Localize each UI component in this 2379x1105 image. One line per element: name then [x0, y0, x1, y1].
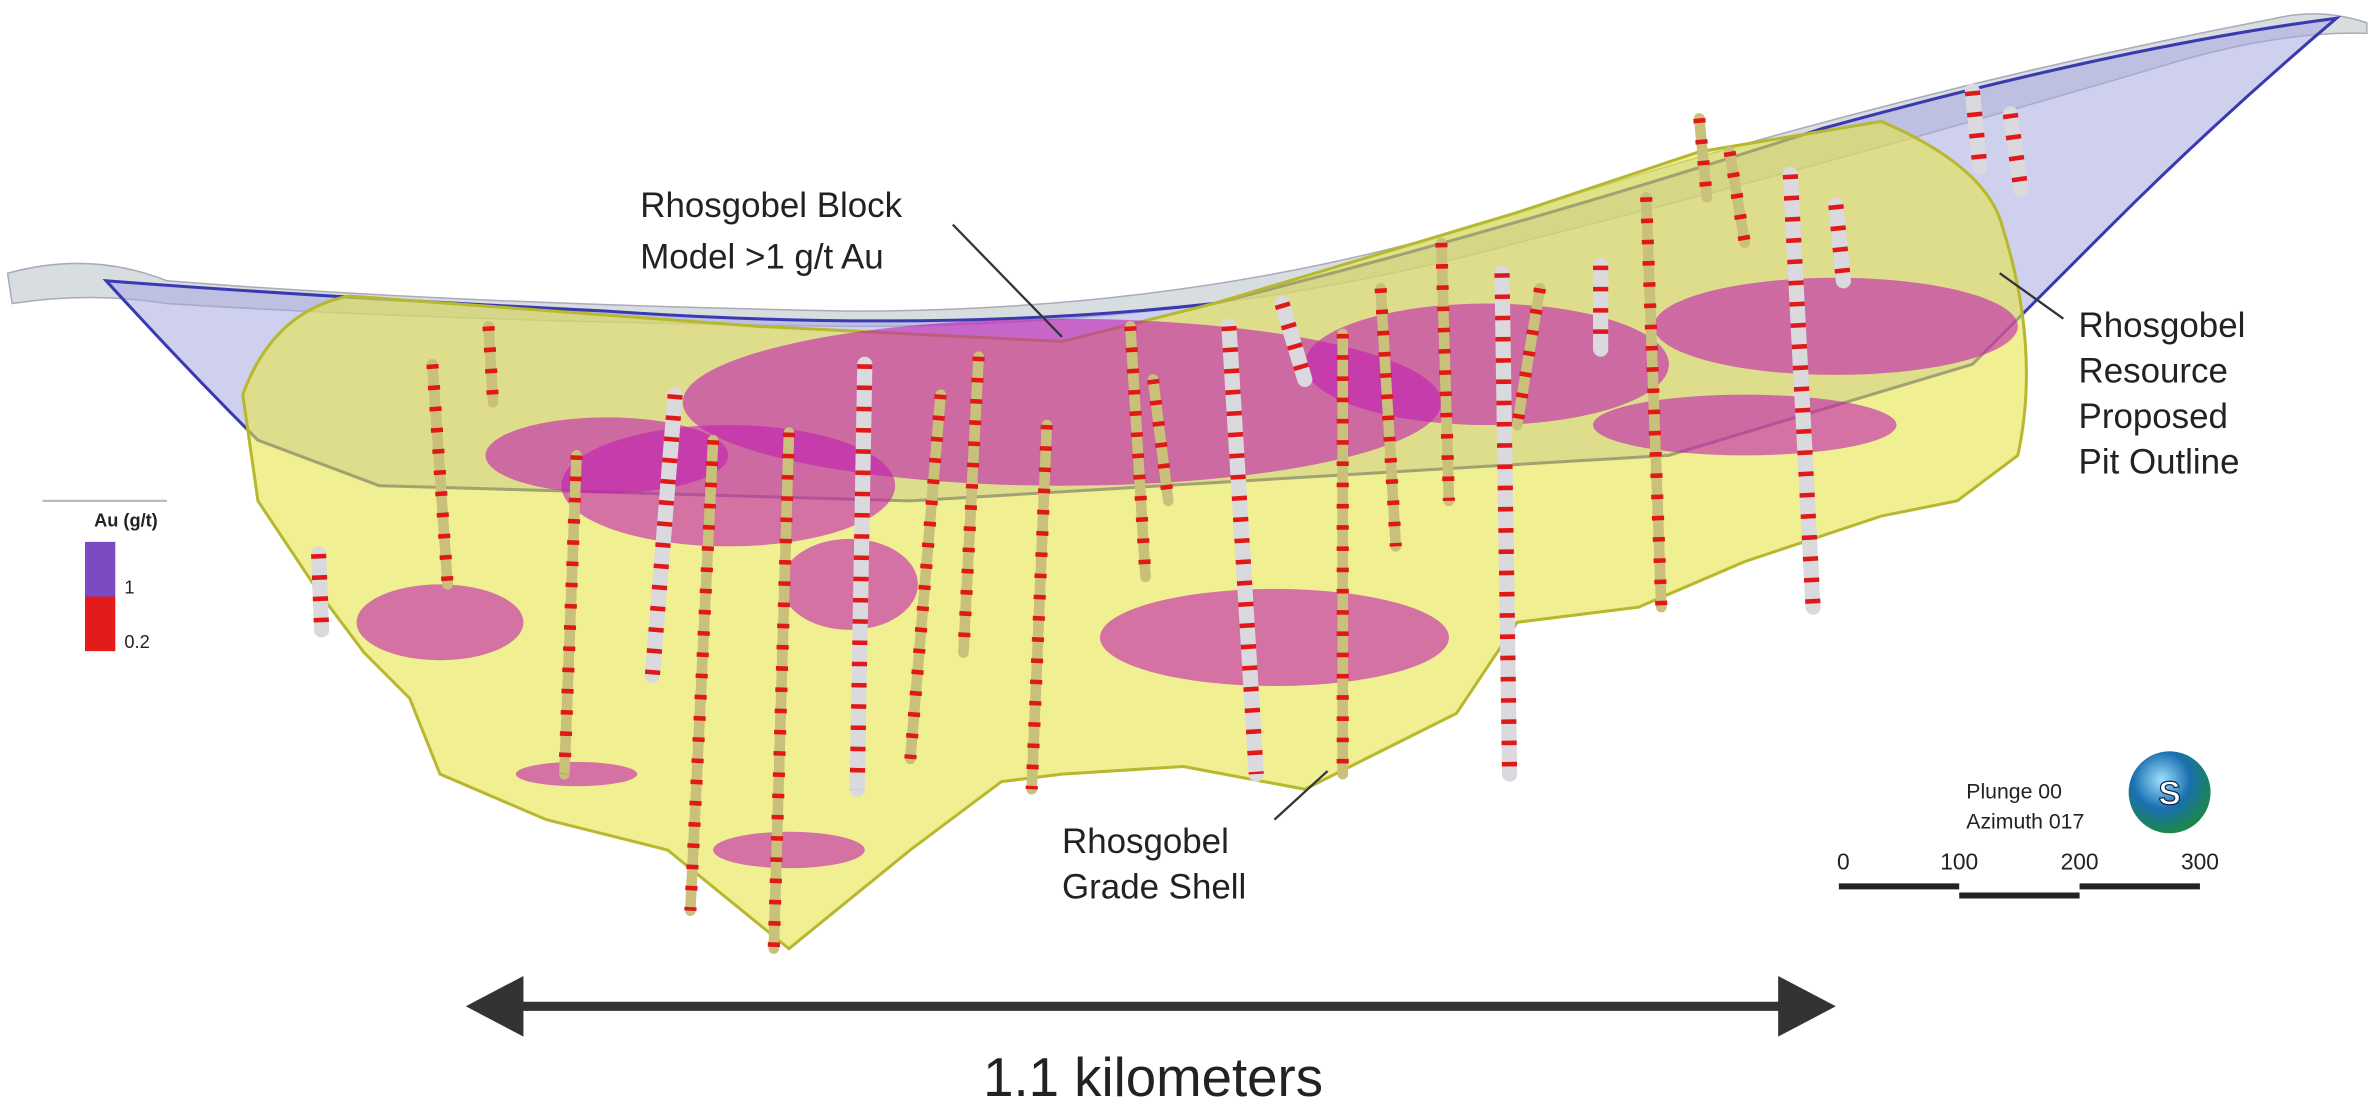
drillhole: [1494, 265, 1518, 782]
legend: 10.2: [84, 541, 150, 652]
block-model-blob: [1653, 277, 2018, 375]
block-model-blob: [356, 584, 524, 661]
drillhole-assay: [684, 439, 720, 911]
block-model-blob: [515, 761, 638, 787]
drillhole-assay: [1511, 287, 1546, 426]
legend-label: 0.2: [124, 632, 149, 652]
drillhole-assay: [1723, 150, 1751, 244]
drillhole: [905, 389, 946, 765]
drillhole: [1964, 83, 1988, 175]
scale-label: 200: [2061, 849, 2099, 875]
block-model-blob: [781, 538, 918, 630]
drillholes: [311, 83, 2029, 954]
drillhole-assay: [767, 432, 796, 949]
drillhole: [958, 351, 984, 658]
drillhole-assay: [644, 394, 683, 677]
callout-line: Model >1 g/t Au: [640, 238, 883, 277]
compass: [2128, 751, 2211, 834]
drillhole: [311, 546, 330, 638]
block-model-blob: [485, 417, 729, 494]
callout-line: Pit Outline: [2079, 443, 2240, 482]
drillhole-assay: [2002, 112, 2029, 191]
drillhole-assay: [1640, 197, 1668, 608]
drillhole: [1125, 321, 1151, 583]
leader-line: [1273, 770, 1329, 821]
block-model-blob: [1099, 588, 1449, 687]
legend-swatch: [84, 541, 116, 597]
drillhole: [1221, 318, 1264, 782]
plunge: Plunge 00: [1966, 779, 2062, 803]
drillhole-assay: [1374, 288, 1402, 547]
legend-label: 1: [124, 577, 134, 597]
scale-bar: 0 100 200 300: [1837, 849, 2219, 899]
callout-line: Rhosgobel: [2079, 306, 2246, 345]
azimuth: Azimuth 017: [1966, 810, 2084, 834]
callout-line: Grade Shell: [1062, 868, 1246, 907]
leader-line: [1999, 272, 2065, 320]
legend-title: Au (g/t): [94, 511, 158, 531]
block-model-blob: [682, 318, 1442, 486]
extent-label: 1.1 kilometers: [983, 1047, 1323, 1105]
block-model-blob: [1593, 394, 1897, 456]
drillhole: [1026, 419, 1053, 795]
drillhole-assay: [1274, 301, 1313, 382]
arrow-head: [1778, 975, 1836, 1037]
scale-label: 300: [2181, 849, 2219, 875]
drillhole-assay: [1435, 242, 1455, 502]
drillhole: [559, 450, 582, 780]
legend-swatch: [84, 596, 116, 652]
callout-line: Rhosgobel: [1062, 822, 1229, 861]
leader-line: [951, 223, 1063, 338]
drillhole-assay: [1693, 117, 1713, 198]
callouts: Rhosgobel Block Model >1 g/t Au Rhosgobel R…: [640, 186, 2246, 907]
drillhole: [483, 321, 499, 408]
block-model-blob: [713, 831, 865, 869]
compass-label: S: [2158, 775, 2180, 812]
drillhole-assay: [1782, 174, 1821, 608]
arrow-head: [465, 975, 524, 1037]
scale-label: 100: [1940, 849, 1978, 875]
scale-label: 0: [1837, 849, 1850, 875]
block-model: [356, 277, 2018, 869]
callout-line: Resource: [2079, 351, 2228, 390]
drillhole: [1828, 197, 1851, 289]
drillhole-assay: [849, 364, 873, 790]
callout-line: Proposed: [2079, 397, 2228, 436]
drillhole: [1147, 374, 1174, 507]
callout-line: Rhosgobel Block: [640, 186, 902, 225]
block-model-blob: [1304, 303, 1669, 425]
drillhole-assay: [426, 363, 454, 585]
